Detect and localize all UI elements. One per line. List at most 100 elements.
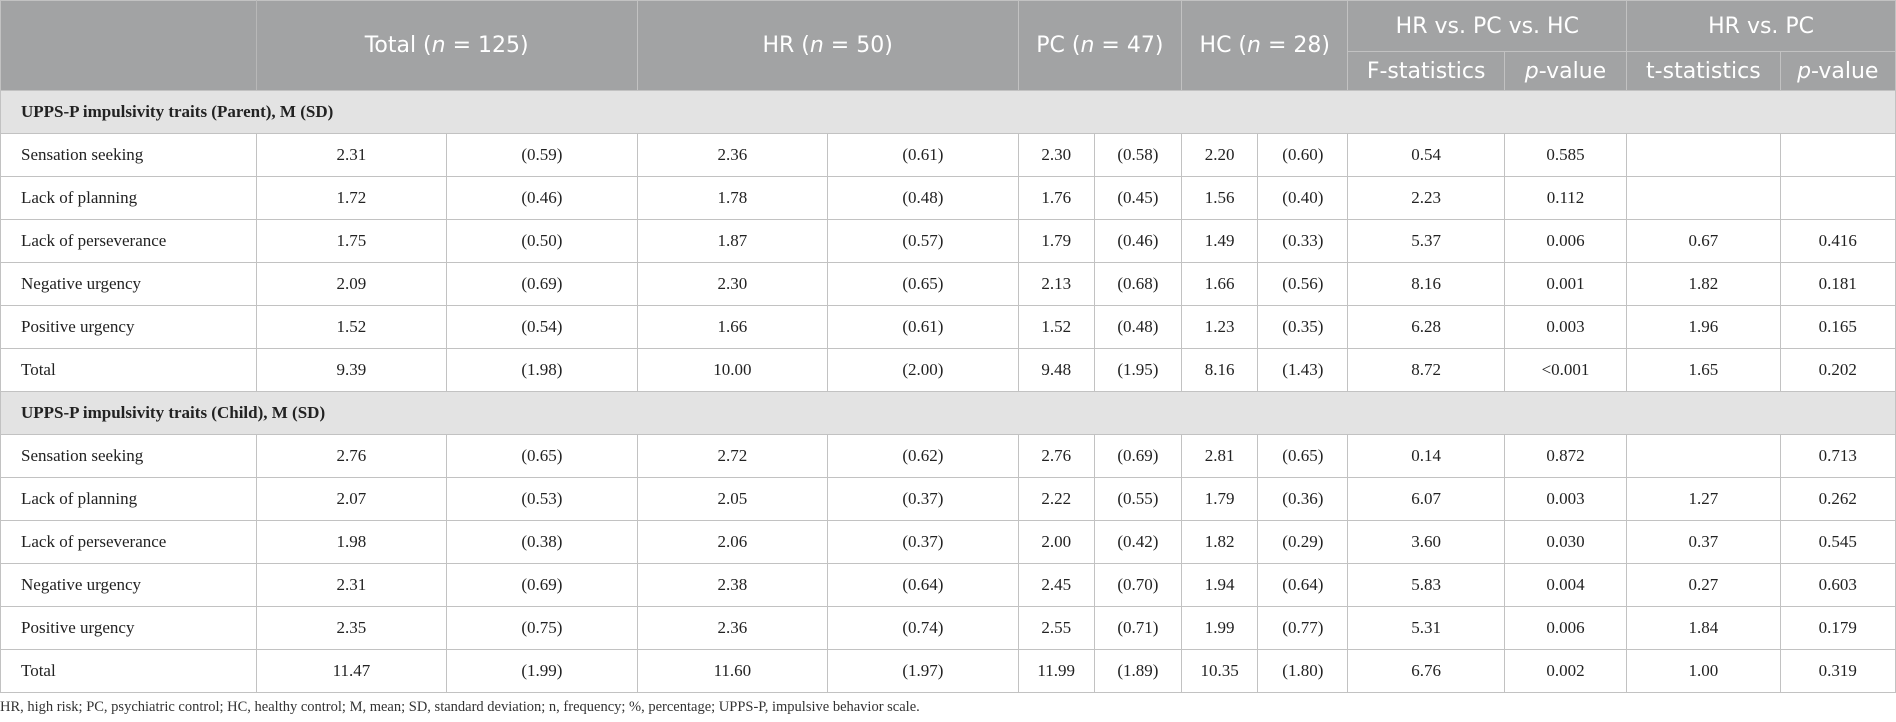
table-cell: (0.69) bbox=[1093, 434, 1183, 478]
table-cell: 2.36 bbox=[636, 606, 829, 650]
table-cell: 0.002 bbox=[1503, 649, 1628, 693]
row-label: Lack of planning bbox=[0, 176, 257, 220]
table-cell: (0.68) bbox=[1093, 262, 1183, 306]
table-cell: 1.78 bbox=[636, 176, 829, 220]
table-cell: 1.52 bbox=[255, 305, 448, 349]
table-cell: 2.76 bbox=[1017, 434, 1095, 478]
table-cell bbox=[1626, 176, 1781, 220]
table-cell: 2.07 bbox=[255, 477, 448, 521]
table-cell: (0.71) bbox=[1093, 606, 1183, 650]
table-cell: (0.74) bbox=[827, 606, 1019, 650]
table-cell: (0.36) bbox=[1257, 477, 1349, 521]
table-cell: 0.181 bbox=[1779, 262, 1896, 306]
table-cell: 1.56 bbox=[1181, 176, 1259, 220]
table-cell bbox=[1626, 133, 1781, 177]
table-cell: 2.09 bbox=[255, 262, 448, 306]
table-row: Total 11.47 (1.99) 11.60 (1.97) 11.99 (1.89) 10… bbox=[0, 649, 1896, 693]
section-header-row: UPPS-P impulsivity traits (Parent), M (S… bbox=[0, 90, 1896, 134]
table-cell: (0.48) bbox=[1093, 305, 1183, 349]
table-cell: (0.61) bbox=[827, 133, 1019, 177]
table-cell: 0.003 bbox=[1503, 477, 1628, 521]
table-cell: (0.58) bbox=[1093, 133, 1183, 177]
section-title: UPPS-P impulsivity traits (Child), M (SD… bbox=[0, 391, 1896, 435]
header-row-2: F-statistics p-value t-statistics p-valu… bbox=[1, 51, 1896, 91]
table-cell: 2.31 bbox=[255, 563, 448, 607]
row-label: Positive urgency bbox=[0, 606, 257, 650]
col-hc-header: HC (n = 28) bbox=[1181, 0, 1349, 91]
table-cell: 0.585 bbox=[1503, 133, 1628, 177]
table-cell: (1.89) bbox=[1093, 649, 1183, 693]
p-value-header-1: p-value bbox=[1503, 51, 1628, 91]
table-cell: (1.97) bbox=[827, 649, 1019, 693]
col-pc-header: PC (n = 47) bbox=[1017, 0, 1183, 91]
table-cell: 1.49 bbox=[1181, 219, 1259, 263]
table-row: Negative urgency 2.31 (0.69) 2.38 (0.64) 2.45… bbox=[0, 563, 1896, 607]
table-cell: 2.38 bbox=[636, 563, 829, 607]
table-cell: 1.87 bbox=[636, 219, 829, 263]
table-cell: 0.67 bbox=[1626, 219, 1781, 263]
header-row-1: Total (n = 125) HR (n = 50) PC (n = 47) … bbox=[0, 0, 1896, 91]
table-cell: (0.65) bbox=[1257, 434, 1349, 478]
footnote: HR, high risk; PC, psychiatric control; … bbox=[0, 699, 920, 715]
table-cell: 2.22 bbox=[1017, 477, 1095, 521]
table-cell: 1.52 bbox=[1017, 305, 1095, 349]
table-row: Sensation seeking 2.31 (0.59) 2.36 (0.61) 2.3… bbox=[0, 133, 1896, 177]
table-cell: 2.30 bbox=[1017, 133, 1095, 177]
row-label: Negative urgency bbox=[0, 262, 257, 306]
table-cell: (1.80) bbox=[1257, 649, 1349, 693]
table-cell: (0.29) bbox=[1257, 520, 1349, 564]
table-cell: 2.76 bbox=[255, 434, 448, 478]
table-cell: 9.39 bbox=[255, 348, 448, 392]
row-label: Total bbox=[0, 649, 257, 693]
table-cell: 0.004 bbox=[1503, 563, 1628, 607]
table-cell: 10.35 bbox=[1181, 649, 1259, 693]
table-cell: 6.07 bbox=[1347, 477, 1505, 521]
results-table: Total (n = 125) HR (n = 50) PC (n = 47) … bbox=[0, 0, 1896, 693]
table-cell: 2.05 bbox=[636, 477, 829, 521]
table-cell: 0.179 bbox=[1779, 606, 1896, 650]
table-cell: (1.95) bbox=[1093, 348, 1183, 392]
table-cell: (0.45) bbox=[1093, 176, 1183, 220]
table-cell: 1.98 bbox=[255, 520, 448, 564]
table-row: Negative urgency 2.09 (0.69) 2.30 (0.65) 2.13… bbox=[0, 262, 1896, 306]
table-cell: 1.76 bbox=[1017, 176, 1095, 220]
table-cell: 0.27 bbox=[1626, 563, 1781, 607]
table-cell: (1.99) bbox=[446, 649, 638, 693]
table-cell: 0.872 bbox=[1503, 434, 1628, 478]
table-cell: 11.60 bbox=[636, 649, 829, 693]
table-cell: (0.54) bbox=[446, 305, 638, 349]
table-cell: 8.72 bbox=[1347, 348, 1505, 392]
table-cell: 0.001 bbox=[1503, 262, 1628, 306]
table-row: Lack of planning 2.07 (0.53) 2.05 (0.37) 2.22… bbox=[0, 477, 1896, 521]
table-cell: (0.61) bbox=[827, 305, 1019, 349]
table-cell: 2.30 bbox=[636, 262, 829, 306]
table-cell: 2.23 bbox=[1347, 176, 1505, 220]
table-cell: 0.713 bbox=[1779, 434, 1896, 478]
table-cell: (0.57) bbox=[827, 219, 1019, 263]
table-cell bbox=[1779, 133, 1896, 177]
table-cell: 1.99 bbox=[1181, 606, 1259, 650]
row-label: Negative urgency bbox=[0, 563, 257, 607]
t-statistics-header: t-statistics bbox=[1626, 51, 1781, 91]
table-cell: (0.46) bbox=[1093, 219, 1183, 263]
table-cell: (0.53) bbox=[446, 477, 638, 521]
row-label: Lack of planning bbox=[0, 477, 257, 521]
table-cell: 1.72 bbox=[255, 176, 448, 220]
table-cell: 6.28 bbox=[1347, 305, 1505, 349]
table-cell: (0.59) bbox=[446, 133, 638, 177]
table-cell: 11.47 bbox=[255, 649, 448, 693]
table-cell: (0.40) bbox=[1257, 176, 1349, 220]
table-cell: 5.83 bbox=[1347, 563, 1505, 607]
table-row: Sensation seeking 2.76 (0.65) 2.72 (0.62) 2.7… bbox=[0, 434, 1896, 478]
table-cell: 8.16 bbox=[1347, 262, 1505, 306]
table-cell: (0.37) bbox=[827, 520, 1019, 564]
table-cell: (0.37) bbox=[827, 477, 1019, 521]
table-row: Positive urgency 2.35 (0.75) 2.36 (0.74) 2.55… bbox=[0, 606, 1896, 650]
table-cell: 1.23 bbox=[1181, 305, 1259, 349]
table-cell: 2.45 bbox=[1017, 563, 1095, 607]
table-cell: (0.64) bbox=[1257, 563, 1349, 607]
table-row: Total 9.39 (1.98) 10.00 (2.00) 9.48 (1.95) 8.16… bbox=[0, 348, 1896, 392]
table-cell: 1.66 bbox=[1181, 262, 1259, 306]
table-cell: (0.69) bbox=[446, 563, 638, 607]
row-label: Total bbox=[0, 348, 257, 392]
